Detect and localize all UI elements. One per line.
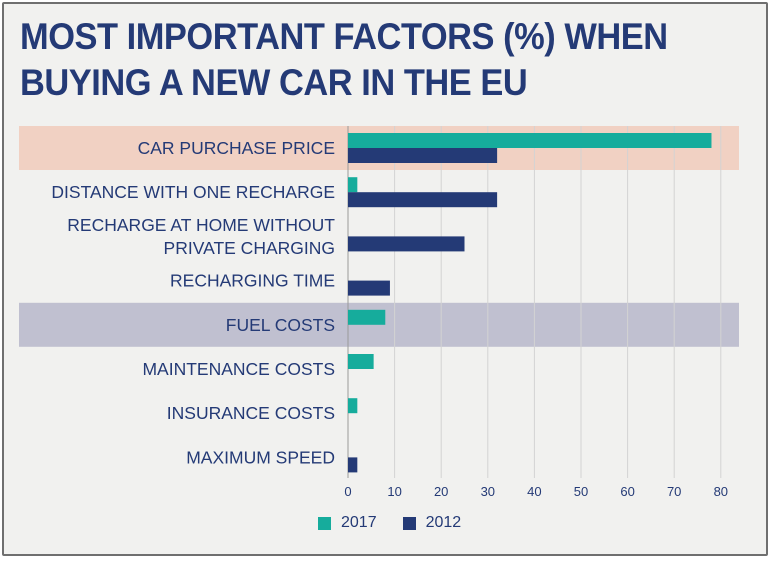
legend-item-2012: 2012: [402, 514, 462, 532]
bar-2012-car-purchase-price: [348, 148, 498, 163]
bar-2017-car-purchase-price: [348, 133, 712, 148]
category-label-recharge-at-home-without-private-charging-line-2: PRIVATE CHARGING: [164, 238, 335, 258]
bar-2012-maximum-speed: [348, 457, 358, 473]
category-label-recharging-time: RECHARGING TIME: [170, 271, 335, 291]
chart-card: [2, 2, 768, 556]
x-tick-label-10: 10: [387, 484, 401, 499]
bar-2012-recharge-at-home-without-private-charging: [348, 236, 465, 252]
bar-2012-recharging-time: [348, 280, 390, 296]
legend-label-2017: 2017: [341, 514, 377, 531]
title-line-1: MOST IMPORTANT FACTORS (%) WHEN: [20, 16, 668, 57]
legend-label-2012: 2012: [425, 514, 462, 531]
category-label-maximum-speed: MAXIMUM SPEED: [186, 447, 335, 467]
x-tick-label-20: 20: [434, 484, 448, 499]
x-tick-label-70: 70: [667, 484, 681, 499]
category-label-recharge-at-home-without-private-charging-line-1: RECHARGE AT HOME WITHOUT: [67, 215, 335, 235]
chart-title: MOST IMPORTANT FACTORS (%) WHEN BUYING A…: [20, 14, 708, 106]
x-tick-label-0: 0: [344, 484, 351, 499]
category-label-insurance-costs: INSURANCE COSTS: [167, 403, 335, 423]
bar-2012-distance-with-one-recharge: [348, 192, 498, 208]
category-label-fuel-costs: FUEL COSTS: [226, 315, 335, 335]
x-tick-label-60: 60: [620, 484, 634, 499]
x-tick-label-40: 40: [527, 484, 541, 499]
x-tick-label-80: 80: [714, 484, 728, 499]
legend-item-2017: 2017: [318, 514, 377, 532]
x-tick-label-30: 30: [481, 484, 495, 499]
bar-2017-fuel-costs: [348, 309, 386, 325]
bar-2017-distance-with-one-recharge: [348, 177, 358, 193]
x-tick-label-50: 50: [574, 484, 588, 499]
category-label-car-purchase-price: CAR PURCHASE PRICE: [138, 138, 335, 158]
bar-2017-maintenance-costs: [348, 354, 374, 369]
bar-2017-insurance-costs: [348, 398, 358, 414]
legend-swatch-2017: [318, 516, 331, 530]
category-label-distance-with-one-recharge: DISTANCE WITH ONE RECHARGE: [51, 182, 335, 202]
legend-swatch-2012: [402, 516, 416, 530]
title-line-2: BUYING A NEW CAR IN THE EU: [20, 62, 528, 103]
legend: 2017 2012: [318, 514, 487, 532]
category-label-maintenance-costs: MAINTENANCE COSTS: [142, 359, 335, 379]
